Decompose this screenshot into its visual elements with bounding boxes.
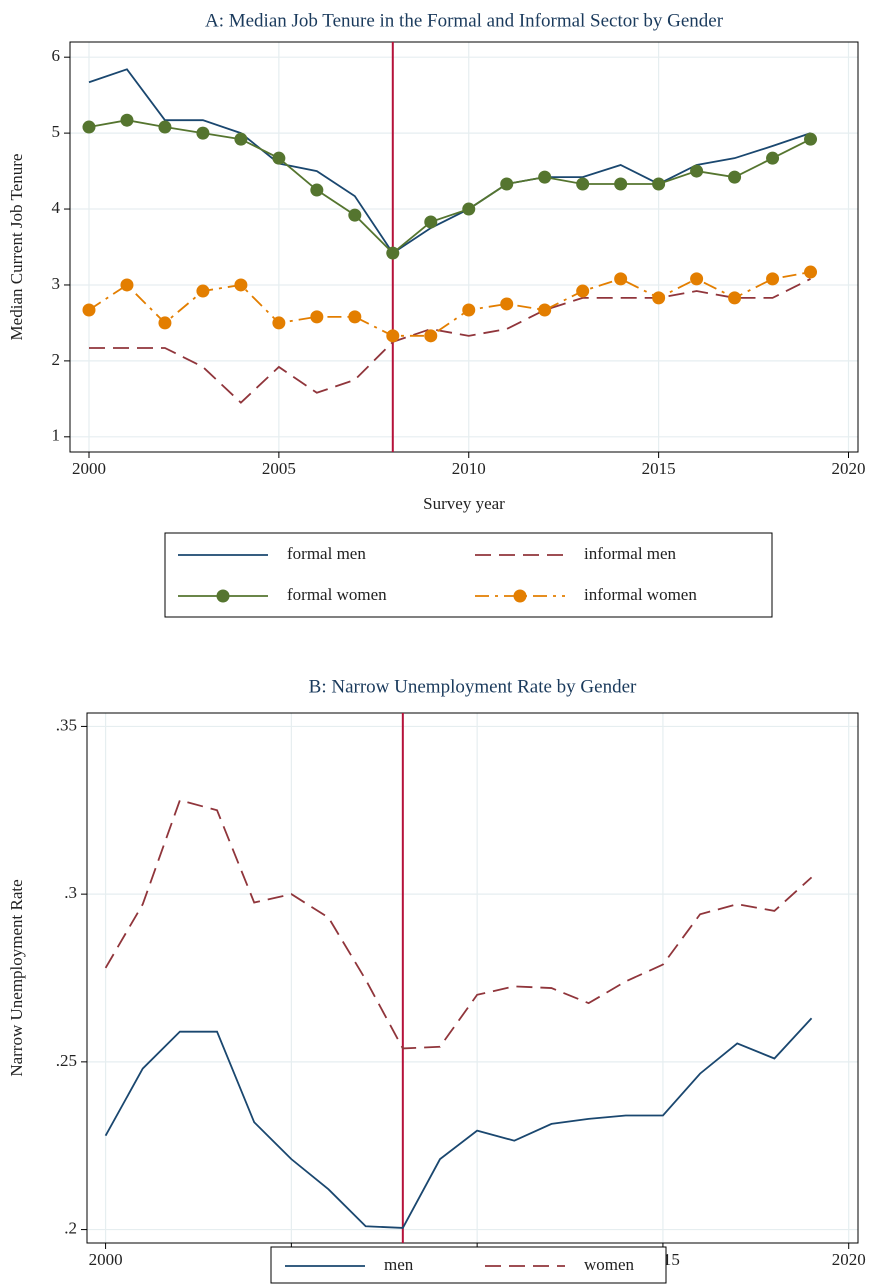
legend-marker xyxy=(216,589,230,603)
plot-area xyxy=(86,712,859,1244)
legend xyxy=(164,532,773,618)
x-tick-label: 2005 xyxy=(262,459,296,478)
point xyxy=(804,132,818,146)
point xyxy=(310,310,324,324)
plot-area xyxy=(69,41,859,453)
point xyxy=(120,278,134,292)
point xyxy=(538,170,552,184)
point xyxy=(424,329,438,343)
line-series xyxy=(88,278,811,404)
legend-label: formal men xyxy=(287,544,366,563)
point xyxy=(728,170,742,184)
point xyxy=(614,177,628,191)
plot-frame xyxy=(86,712,859,1244)
x-tick-label: 2010 xyxy=(452,459,486,478)
point xyxy=(424,215,438,229)
legend-label: men xyxy=(384,1255,414,1274)
y-tick-label: 5 xyxy=(52,122,61,141)
point xyxy=(272,151,286,165)
point xyxy=(158,120,172,134)
y-tick-label: .2 xyxy=(64,1218,77,1237)
x-tick-label: 2000 xyxy=(89,1250,123,1269)
legend-label: formal women xyxy=(287,585,387,604)
point xyxy=(462,303,476,317)
y-tick-label: 2 xyxy=(52,350,61,369)
legend-label: informal women xyxy=(584,585,697,604)
y-tick-label: 6 xyxy=(52,46,61,65)
point xyxy=(728,291,742,305)
point xyxy=(652,291,666,305)
point xyxy=(766,151,780,165)
legend xyxy=(270,1246,667,1284)
point xyxy=(348,208,362,222)
point xyxy=(234,132,248,146)
chart-title: B: Narrow Unemployment Rate by Gender xyxy=(309,676,637,697)
point xyxy=(82,120,96,134)
line-series xyxy=(104,1017,813,1229)
chart-title: A: Median Job Tenure in the Formal and I… xyxy=(205,10,724,31)
x-axis-label: Survey year xyxy=(423,494,505,513)
y-tick-label: .25 xyxy=(56,1051,77,1070)
point xyxy=(690,164,704,178)
point xyxy=(538,303,552,317)
point xyxy=(386,329,400,343)
y-tick-label: .3 xyxy=(64,883,77,902)
x-tick-label: 2015 xyxy=(642,459,676,478)
point xyxy=(82,303,96,317)
point xyxy=(576,284,590,298)
point xyxy=(196,126,210,140)
legend-marker xyxy=(513,589,527,603)
point xyxy=(310,183,324,197)
y-tick-label: 4 xyxy=(52,198,61,217)
point xyxy=(690,272,704,286)
point xyxy=(500,297,514,311)
legend-label: women xyxy=(584,1255,635,1274)
point xyxy=(348,310,362,324)
point xyxy=(234,278,248,292)
y-tick-label: 1 xyxy=(52,426,61,445)
y-axis-label: Narrow Unemployment Rate xyxy=(7,879,26,1076)
line-series xyxy=(88,68,811,255)
point xyxy=(652,177,666,191)
point xyxy=(804,265,818,279)
point xyxy=(614,272,628,286)
plot-frame xyxy=(69,41,859,453)
point xyxy=(386,246,400,260)
y-tick-label: 3 xyxy=(52,274,61,293)
point xyxy=(500,177,514,191)
point xyxy=(196,284,210,298)
point xyxy=(766,272,780,286)
point xyxy=(272,316,286,330)
x-tick-label: 2000 xyxy=(72,459,106,478)
point xyxy=(158,316,172,330)
x-tick-label: 2020 xyxy=(832,1250,866,1269)
point xyxy=(120,113,134,127)
legend-label: informal men xyxy=(584,544,677,563)
point xyxy=(576,177,590,191)
x-tick-label: 2020 xyxy=(832,459,866,478)
point xyxy=(462,202,476,216)
y-tick-label: .35 xyxy=(56,715,77,734)
y-axis-label: Median Current Job Tenure xyxy=(7,154,26,341)
